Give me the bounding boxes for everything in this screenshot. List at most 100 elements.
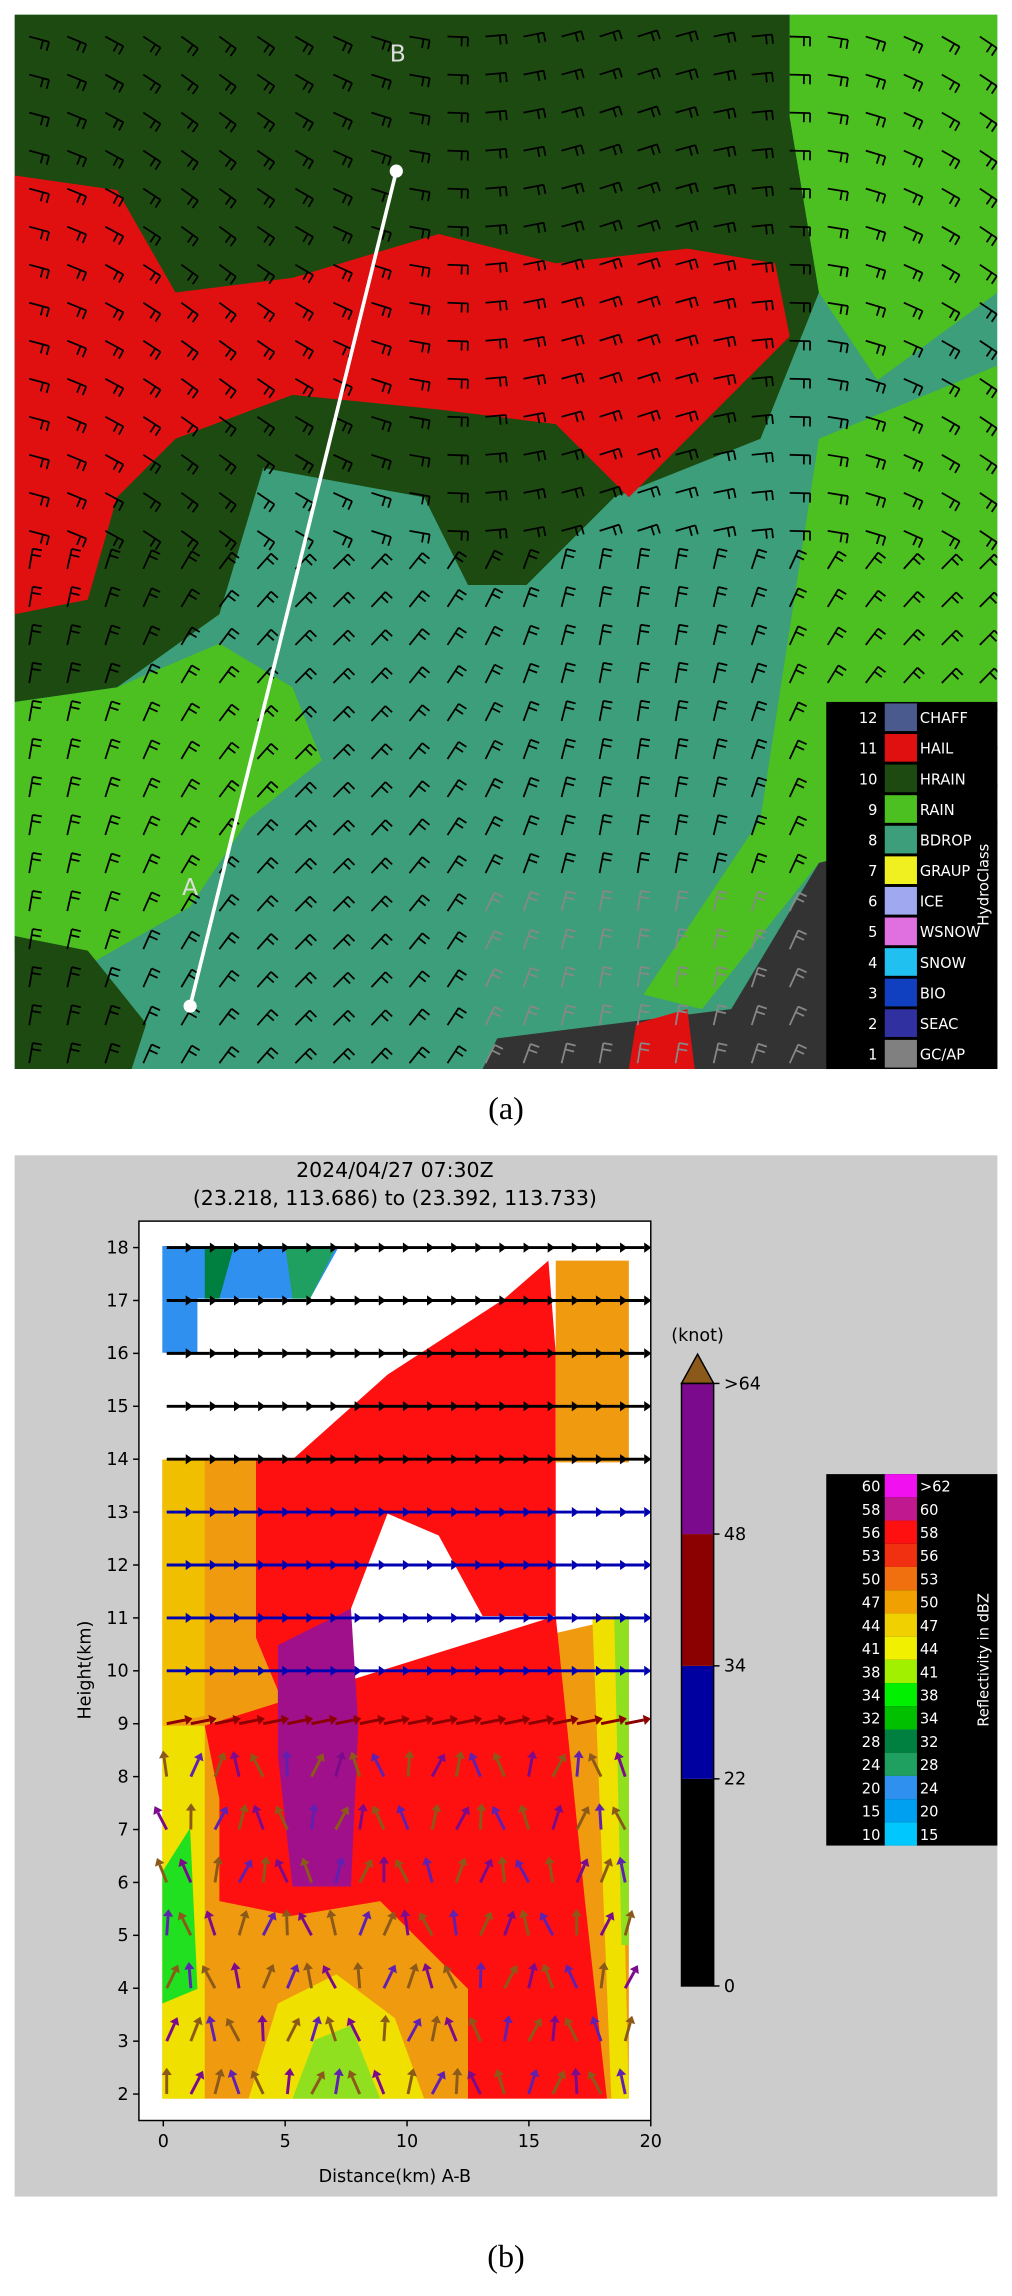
wind-barb-tick [602,896,612,900]
wind-arrow-head [282,1665,290,1676]
wind-barb [180,302,199,316]
wind-arrow-head [620,1401,628,1412]
wind-barb-tick [917,82,924,92]
wind-barb [447,111,468,115]
wind-barb-tick [718,1004,728,1009]
wind-barb [522,549,532,570]
wind-arrow [521,1810,531,1830]
wind-barb-tick [732,108,737,118]
wind-arrow-head [378,1612,387,1624]
wind-barb [751,261,773,266]
legend-high: 28 [920,1757,939,1774]
wind-barb-tick [656,448,661,458]
wind-arrow [430,1810,438,1830]
wind-arrow-head [401,1714,410,1725]
wind-arrow-head [346,2017,356,2027]
wind-barb-tick [309,781,317,790]
wind-barb-tick [656,486,661,496]
wind-barb-tick [494,929,504,936]
wind-barb-tick [427,458,431,468]
wind-barb-tick [347,667,356,676]
wind-barb [903,415,923,426]
wind-barb [903,35,923,46]
wind-barb-tick [421,666,431,674]
colorbar-tick-label: >64 [724,1374,761,1394]
wind-arrow-head [498,1714,507,1725]
wind-barb-tick [881,536,887,546]
wind-barb-tick [726,147,731,157]
wind-arrow [358,1864,370,1884]
wind-barb-tick [380,595,389,604]
wind-barb [142,225,161,239]
wind-barb-tick [765,453,768,463]
wind-barb-tick [679,1042,689,1046]
wind-barb-tick [732,488,737,498]
wind-arrow [255,1811,265,1831]
wind-barb-tick [384,743,393,751]
wind-barb [979,492,998,505]
wind-arrow-head [233,1295,242,1306]
wind-barb-tick [650,374,655,384]
wind-arrow [286,1970,297,1989]
wind-barb-tick [917,462,924,472]
wind-arrow-head [547,1242,555,1253]
wind-barb-tick [688,374,693,385]
wind-barb [636,700,642,722]
wind-barb-tick [76,41,82,51]
legend-swatch [884,1822,917,1846]
wind-barb-tick [536,413,541,424]
wind-barb-tick [231,551,240,559]
wind-barb-tick [421,38,425,49]
wind-barb-tick [307,388,314,398]
wind-arrow [406,2023,419,2042]
wind-barb [408,1046,423,1064]
wind-barb [826,588,840,608]
wind-barb-tick [188,707,198,715]
wind-barb [142,663,153,684]
wind-barb-tick [421,266,425,277]
wind-barb-tick [875,458,881,469]
wind-barb-tick [839,418,843,429]
wind-barb-tick [384,705,393,713]
wind-barb-tick [191,238,199,247]
wind-barb [447,73,468,77]
wind-barb-tick [528,668,538,674]
wind-barb-tick [307,540,314,550]
wind-barb [256,629,272,646]
wind-barb-tick [309,971,317,980]
wind-barb-tick [718,700,728,704]
wind-barb-tick [679,699,689,704]
wind-barb-tick [266,823,275,832]
wind-barb-tick [574,488,579,499]
wind-arrow-head [212,1856,223,1865]
wind-barb-tick [81,424,88,434]
wind-barb-tick [765,73,768,83]
wind-barb-tick [417,633,427,641]
wind-barb [409,35,430,41]
wind-barb-tick [528,1048,538,1054]
wind-barb-tick [603,776,613,780]
wind-arrow [599,1969,606,1989]
wind-barb [941,263,961,276]
wind-barb-tick [797,1043,807,1050]
wind-barb [180,588,193,608]
wind-barb [712,738,720,760]
wind-barb-tick [149,348,157,357]
wind-arrow-head [378,1856,390,1864]
wind-arrow-head [306,1612,314,1624]
wind-barb [560,1043,568,1064]
wind-barb-tick [912,595,921,604]
wind-barb [561,106,582,114]
wind-arrow [382,1917,394,1936]
wind-barb [484,702,496,722]
wind-barb [637,257,658,266]
wind-barb-tick [566,700,576,705]
wind-barb-tick [149,310,157,319]
wind-barb-tick [602,668,612,672]
wind-barb-tick [612,526,617,536]
wind-barb-tick [454,898,464,905]
wind-barb-tick [916,629,925,637]
wind-barb [712,662,720,684]
wind-barb-tick [307,198,314,208]
wind-arrow-head [448,1909,460,1918]
